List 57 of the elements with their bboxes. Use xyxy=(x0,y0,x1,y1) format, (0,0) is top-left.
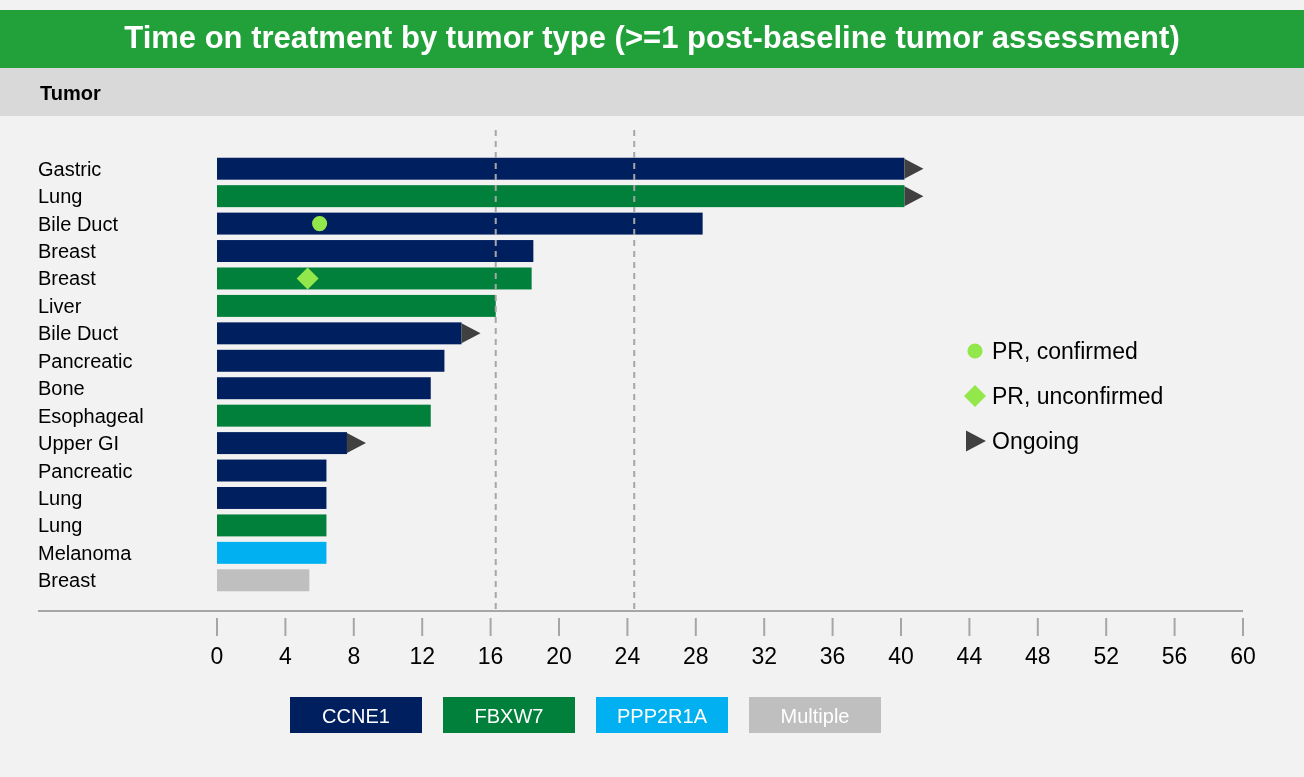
text: CCNE1 xyxy=(322,705,390,727)
y-tick-label: Bone xyxy=(38,377,85,400)
bar xyxy=(217,185,905,208)
y-tick-label: Pancreatic xyxy=(38,349,133,372)
bar xyxy=(217,267,532,290)
x-tick-label: 32 xyxy=(751,643,777,669)
bar xyxy=(217,349,445,372)
x-tick-label: 24 xyxy=(614,643,641,669)
x-tick-label: 60 xyxy=(1230,643,1256,669)
y-tick-label: Breast xyxy=(38,240,97,263)
x-tick-label: 52 xyxy=(1093,643,1119,669)
text: PPP2R1A xyxy=(616,705,708,727)
bar xyxy=(217,212,703,235)
x-tick-label: 4 xyxy=(279,643,292,669)
y-tick-label: Bile Duct xyxy=(38,212,119,235)
bar xyxy=(217,432,347,455)
bar xyxy=(217,569,310,592)
x-tick-label: 8 xyxy=(347,643,361,669)
bar xyxy=(217,514,327,537)
x-tick-label: 40 xyxy=(888,643,914,669)
y-tick-label: Breast xyxy=(38,569,97,592)
text: Multiple xyxy=(780,705,850,727)
y-tick-label: Pancreatic xyxy=(38,459,133,482)
chart-title: Time on treatment by tumor type (>=1 post-baseline tumor assessment) xyxy=(124,20,1180,55)
y-tick-label: Esophageal xyxy=(38,404,144,427)
y-tick-label: Lung xyxy=(38,185,83,208)
y-tick-label: Melanoma xyxy=(38,541,133,564)
x-tick-label: 20 xyxy=(546,643,572,669)
bar xyxy=(217,459,327,482)
legend-label: PR, confirmed xyxy=(992,338,1138,364)
x-tick-label: 28 xyxy=(683,643,709,669)
bar xyxy=(217,322,462,345)
bar xyxy=(217,541,327,564)
x-tick-label: 56 xyxy=(1161,643,1188,669)
y-tick-label: Lung xyxy=(38,486,83,509)
bar xyxy=(217,404,431,427)
y-tick-label: Gastric xyxy=(38,157,102,180)
bar xyxy=(217,377,431,400)
x-tick-label: 44 xyxy=(956,643,983,669)
bar xyxy=(217,294,496,317)
bar xyxy=(217,240,534,263)
x-tick-label: 12 xyxy=(409,643,435,669)
y-axis-title: Tumor xyxy=(40,82,101,104)
x-tick-label: 0 xyxy=(210,643,224,669)
y-tick-label: Lung xyxy=(38,514,83,537)
y-tick-label: Bile Duct xyxy=(38,322,119,345)
bar xyxy=(217,157,905,180)
text: FBXW7 xyxy=(474,705,544,727)
x-tick-label: 16 xyxy=(477,643,504,669)
x-tick-label: 48 xyxy=(1025,643,1051,669)
x-tick-label: 36 xyxy=(819,643,846,669)
y-tick-label: Breast xyxy=(38,267,97,290)
y-tick-label: Upper GI xyxy=(38,432,120,455)
y-tick-label: Liver xyxy=(38,294,82,317)
legend-label: Ongoing xyxy=(992,428,1079,454)
bar xyxy=(217,486,327,509)
legend-label: PR, unconfirmed xyxy=(992,383,1164,409)
